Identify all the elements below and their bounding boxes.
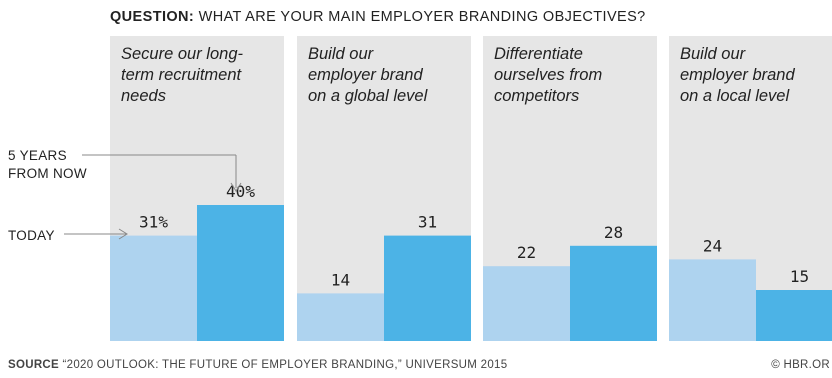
source-text: “2020 OUTLOOK: THE FUTURE OF EMPLOYER BR… (62, 359, 508, 371)
data-label: 15 (790, 267, 809, 286)
category-label-line: employer brand (308, 66, 423, 84)
legend-future-label: 5 YEARS FROM NOW (8, 148, 87, 181)
category-label-line: Differentiate (494, 45, 583, 63)
category-label-line: employer brand (680, 66, 795, 84)
category-label-line: competitors (494, 87, 580, 105)
bar-today (110, 235, 197, 341)
arrowhead-today (118, 228, 128, 240)
category-label-line: Secure our long- (121, 45, 243, 63)
category-label: Build our employer brand on a global level (308, 44, 427, 107)
data-label: 40% (226, 182, 255, 201)
category-label: Differentiate ourselves from competitors (494, 44, 602, 107)
data-label: 14 (331, 270, 350, 289)
source-note: SOURCE “2020 OUTLOOK: THE FUTURE OF EMPL… (8, 359, 507, 371)
bar-today (669, 259, 756, 341)
bar-future (197, 205, 284, 341)
category-label-line: needs (121, 87, 166, 105)
bar-today (297, 293, 384, 341)
bar-future (570, 245, 657, 341)
data-label: 28 (604, 223, 623, 242)
category-label-line: on a global level (308, 87, 428, 105)
bar-future (384, 235, 471, 341)
question-label: QUESTION: (110, 9, 195, 25)
category-label-line: on a local level (680, 87, 790, 105)
bar-future (756, 290, 832, 341)
category-label-line: Build our (680, 45, 746, 63)
data-label: 31 (418, 213, 437, 232)
data-label: 24 (703, 236, 722, 255)
question-title: QUESTION: WHAT ARE YOUR MAIN EMPLOYER BR… (110, 9, 646, 25)
category-label: Secure our long-term recruitment needs (121, 44, 243, 107)
legend-today-label: TODAY (8, 228, 55, 243)
category-label-line: Build our (308, 45, 374, 63)
credit-text: © HBR.OR (771, 359, 830, 371)
source-label: SOURCE (8, 359, 60, 371)
data-label: 22 (517, 243, 536, 262)
bar-today (483, 266, 570, 341)
category-label: Build our employer brand on a local level (680, 44, 795, 107)
question-text: WHAT ARE YOUR MAIN EMPLOYER BRANDING OBJ… (198, 9, 646, 25)
category-label-line: term recruitment (121, 66, 242, 84)
data-label: 31% (139, 213, 168, 232)
category-label-line: ourselves from (494, 66, 603, 84)
arrowhead-future (230, 182, 242, 192)
